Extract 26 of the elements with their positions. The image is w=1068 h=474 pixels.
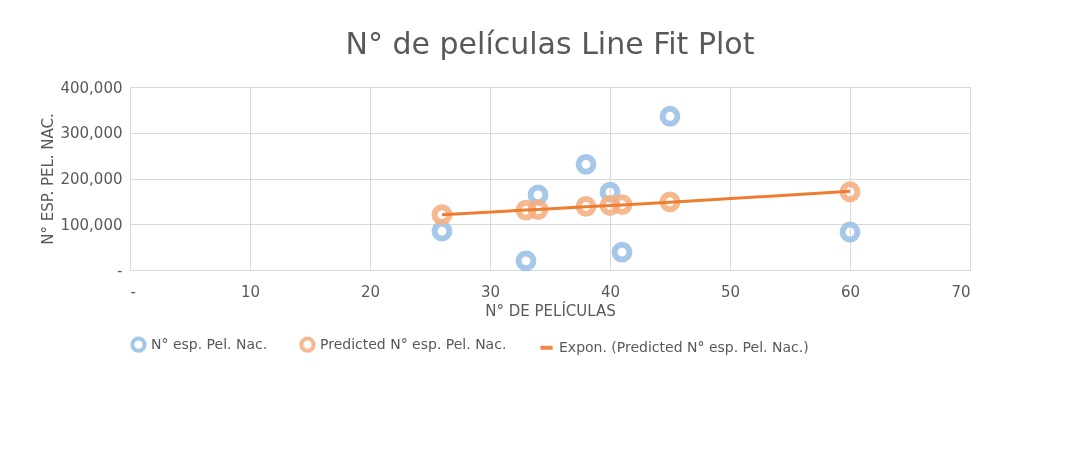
x-tick-label: 40	[600, 282, 621, 301]
x-tick-label: 50	[720, 282, 741, 301]
y-axis-title: N° ESP. PEL. NAC.	[39, 113, 58, 245]
point	[659, 105, 681, 127]
chart-title: N° de películas Line Fit Plot	[345, 26, 755, 61]
x-axis-title: N° DE PELÍCULAS	[485, 300, 616, 320]
x-tick-label: 60	[840, 282, 861, 301]
line-series	[440, 189, 852, 217]
point	[839, 181, 861, 203]
legend-label: Expon. (Predicted N° esp. Pel. Nac.)	[559, 338, 809, 355]
y-tick-label: -	[117, 261, 123, 280]
x-tick-label: 30	[480, 282, 501, 301]
y-tick-label: 200,000	[60, 170, 123, 188]
point	[839, 221, 861, 243]
point	[515, 250, 537, 272]
y-tick-label: 300,000	[60, 124, 123, 143]
y-tick-label: 100,000	[60, 215, 123, 234]
x-tick-label: 70	[951, 282, 971, 301]
legend-label: N° esp. Pel. Nac.	[151, 335, 268, 352]
y-tick-label: 400,000	[60, 78, 123, 97]
x-tick-label: -	[130, 282, 136, 301]
x-tick-label: 20	[360, 282, 381, 301]
point	[611, 241, 633, 263]
point	[575, 153, 597, 175]
legend-label: Predicted N° esp. Pel. Nac.	[320, 335, 507, 352]
x-tick-label: 10	[240, 282, 261, 301]
